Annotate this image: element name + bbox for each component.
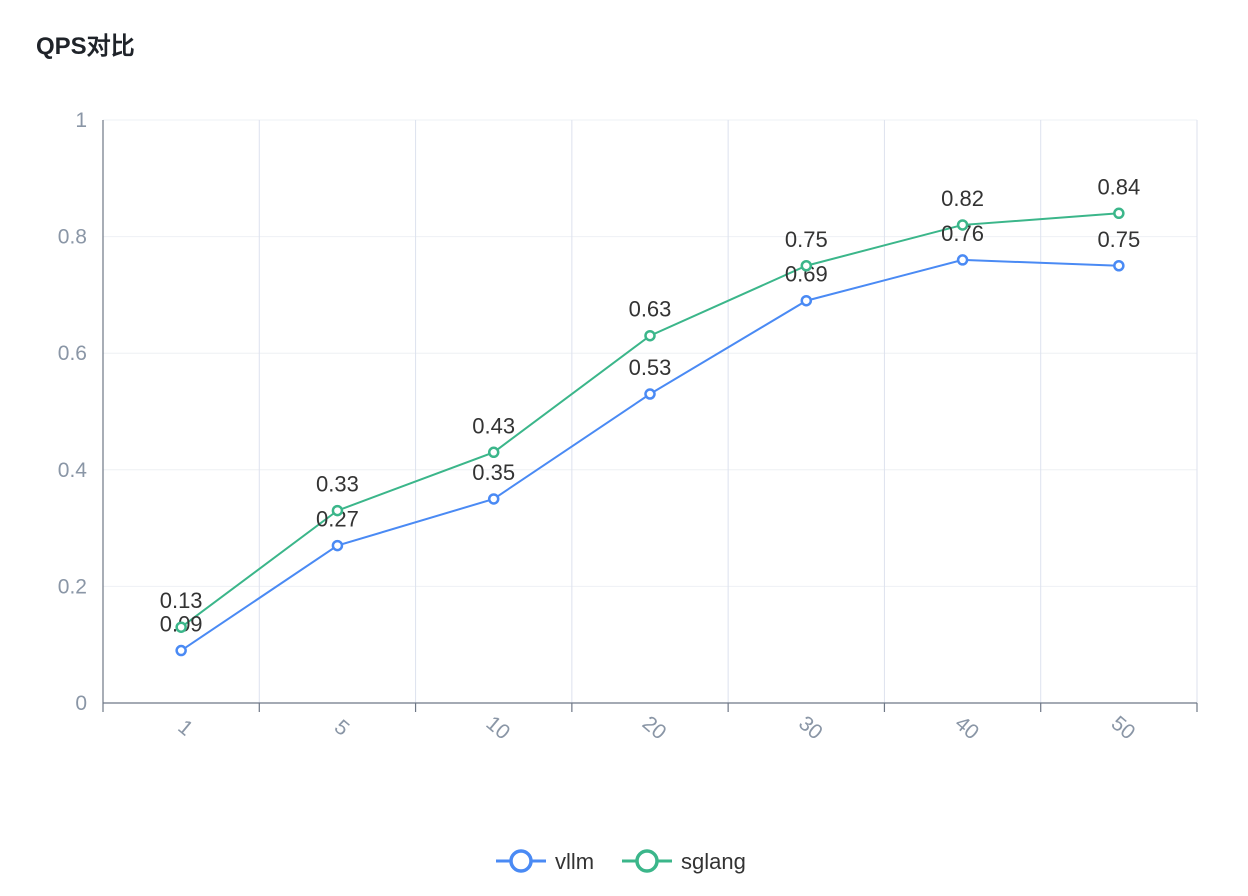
x-tick-label: 50 xyxy=(1107,712,1140,745)
data-label-sglang: 0.33 xyxy=(316,472,359,497)
data-point-sglang[interactable] xyxy=(487,446,500,459)
data-label-sglang: 0.13 xyxy=(160,588,203,613)
y-tick-label: 0.6 xyxy=(58,342,87,365)
data-point-vllm[interactable] xyxy=(331,539,344,552)
legend-marker-sglang[interactable] xyxy=(635,849,659,873)
data-point-sglang[interactable] xyxy=(331,504,344,517)
data-point-vllm[interactable] xyxy=(487,493,500,505)
data-point-vllm[interactable] xyxy=(1113,260,1125,272)
x-tick-label: 10 xyxy=(482,712,515,745)
x-tick-label: 30 xyxy=(794,712,827,745)
x-tick-label: 20 xyxy=(638,712,671,745)
data-label-vllm: 0.75 xyxy=(1097,227,1140,252)
x-tick-label: 1 xyxy=(173,715,197,740)
y-tick-label: 1 xyxy=(75,109,87,132)
legend-label-sglang[interactable]: sglang xyxy=(681,849,746,874)
legend-label-vllm[interactable]: vllm xyxy=(555,849,594,874)
data-label-vllm: 0.53 xyxy=(629,355,672,380)
data-point-vllm[interactable] xyxy=(644,388,656,400)
legend-marker-vllm[interactable] xyxy=(509,849,533,873)
data-point-sglang[interactable] xyxy=(1113,207,1125,220)
y-tick-label: 0.4 xyxy=(58,459,88,482)
data-point-vllm[interactable] xyxy=(800,294,813,307)
data-label-sglang: 0.84 xyxy=(1097,174,1140,199)
data-point-sglang[interactable] xyxy=(644,329,656,342)
data-point-vllm[interactable] xyxy=(956,254,969,266)
data-label-sglang: 0.63 xyxy=(629,297,672,322)
data-label-sglang: 0.43 xyxy=(472,413,515,438)
data-point-sglang[interactable] xyxy=(175,621,187,633)
data-point-vllm[interactable] xyxy=(175,644,187,657)
x-tick-label: 5 xyxy=(330,715,354,740)
series-line-sglang xyxy=(180,212,1119,629)
data-label-sglang: 0.75 xyxy=(785,227,828,252)
chart-title: QPS对比 xyxy=(36,33,135,60)
data-point-sglang[interactable] xyxy=(956,219,969,231)
y-tick-label: 0.8 xyxy=(58,226,87,249)
data-point-sglang[interactable] xyxy=(800,260,813,272)
data-label-vllm: 0.35 xyxy=(472,460,515,485)
data-label-sglang: 0.82 xyxy=(941,186,984,211)
y-tick-label: 0.2 xyxy=(58,575,87,598)
x-tick-label: 40 xyxy=(950,712,983,745)
y-tick-label: 0 xyxy=(75,692,87,715)
